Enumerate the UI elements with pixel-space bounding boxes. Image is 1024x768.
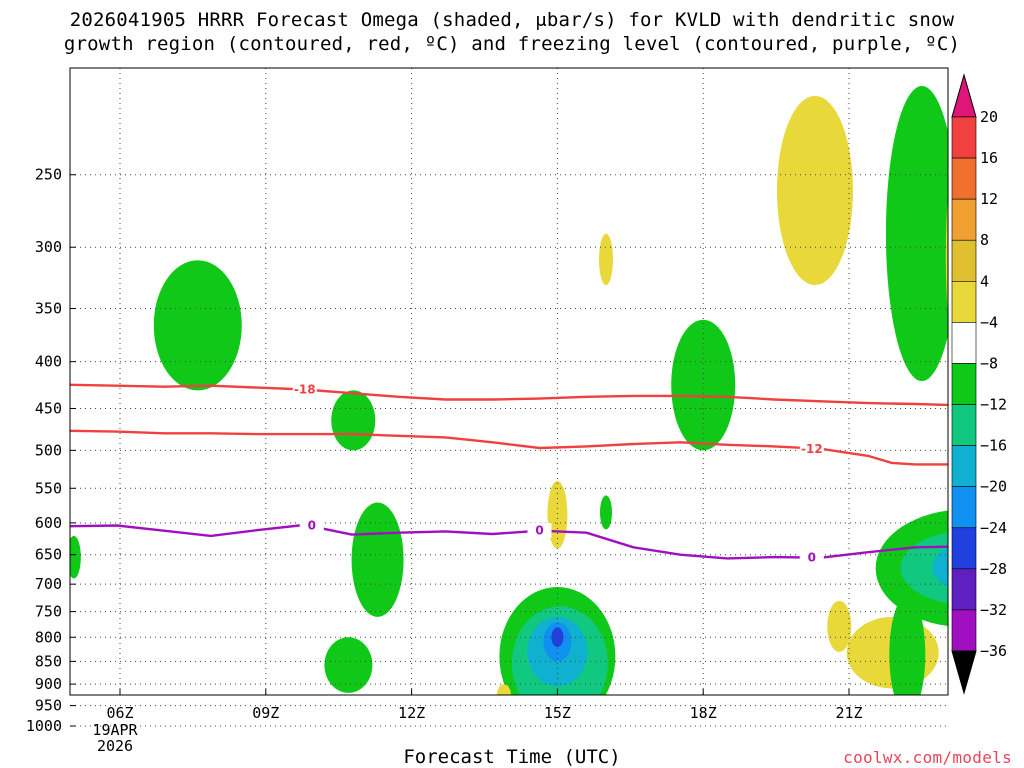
x-tick-label-12Z: 12Z — [398, 704, 425, 722]
omega-blob-14z-yellow — [496, 684, 511, 695]
y-tick-label-800: 800 — [35, 628, 62, 646]
omega-blob-18z — [671, 319, 736, 451]
y-tick-label-700: 700 — [35, 575, 62, 593]
colorbar-bin--32-to--36 — [951, 609, 977, 652]
colorbar-label--32: −32 — [980, 601, 1007, 619]
colorbar-bin--12-to--16 — [951, 404, 977, 446]
omega-blob-edge-yellow — [945, 193, 948, 318]
dgz-label--18: -18 — [294, 382, 316, 396]
colorbar-label--12: −12 — [980, 396, 1007, 414]
colorbar-bin-4-to--4 — [951, 281, 977, 323]
x-axis-label: Forecast Time (UTC) — [403, 746, 621, 768]
y-tick-label-250: 250 — [35, 166, 62, 184]
credit-link[interactable]: coolwx.com/models — [843, 748, 1012, 767]
x-tick-label-06Z: 06Z — [106, 704, 133, 722]
y-axis: 250 300 350 400 450 500 550 600 650 700 750 800 850 9… — [26, 166, 76, 735]
colorbar-bin-20-to-16 — [951, 116, 977, 159]
y-tick-label-300: 300 — [35, 238, 62, 256]
y-tick-label-550: 550 — [35, 479, 62, 497]
colorbar-top-triangle — [951, 73, 977, 118]
freezing-label-10z-bg — [299, 517, 324, 533]
omega-blob-07z — [70, 535, 81, 579]
colorbar-bin--16-to--20 — [951, 445, 977, 487]
colorbar-label--4: −4 — [980, 313, 998, 331]
colorbar-label--16: −16 — [980, 437, 1007, 455]
chart-title: 2026041905 HRRR Forecast Omega (shaded, … — [0, 8, 1024, 56]
x-tick-sublabel-0: 19APR — [92, 721, 138, 739]
omega-blob-16z-green — [600, 495, 612, 530]
omega-blob-12z-low — [324, 637, 373, 693]
freezing-label-10z: 0 — [308, 519, 316, 533]
colorbar-label--36: −36 — [980, 642, 1007, 660]
freezing-label-20z: 0 — [808, 551, 816, 565]
omega-blob-19z-upper — [776, 95, 853, 286]
plot-frame — [69, 67, 949, 696]
colorbar: 20 16 12 8 4 −4 −8 −12 −16 −20 −24 −28 −32 −36 — [951, 73, 1007, 695]
colorbar-bin--20-to--24 — [951, 486, 977, 529]
y-tick-label-650: 650 — [35, 546, 62, 564]
colorbar-bin--28-to--32 — [951, 568, 977, 611]
y-tick-label-600: 600 — [35, 514, 62, 532]
chart-title-line2: growth region (contoured, red, ºC) and f… — [63, 33, 961, 55]
colorbar-bin-8-to-4 — [951, 239, 977, 282]
contour-layer: -18 -12 0 0 0 — [70, 381, 948, 565]
dgz-label--12-bg — [799, 440, 824, 456]
colorbar-label--24: −24 — [980, 519, 1007, 537]
colorbar-bin-16-to-12 — [951, 157, 977, 200]
dgz-label--18-bg — [292, 381, 317, 397]
y-tick-label-350: 350 — [35, 300, 62, 318]
y-tick-label-500: 500 — [35, 441, 62, 459]
colorbar-label-8: 8 — [980, 231, 989, 249]
omega-blob-15z-core — [551, 627, 564, 648]
y-tick-label-400: 400 — [35, 353, 62, 371]
colorbar-bin--24-to--28 — [951, 527, 977, 570]
colorbar-bin-12-to-8 — [951, 198, 977, 241]
omega-blob-22z-upper — [885, 86, 948, 381]
colorbar-label-16: 16 — [980, 149, 998, 167]
y-tick-label-1000: 1000 — [26, 717, 62, 735]
freezing-label-15z: 0 — [535, 524, 543, 538]
omega-blob-16z-upper-yellow — [599, 233, 613, 286]
omega-shading-layer — [70, 86, 988, 705]
colorbar-label--8: −8 — [980, 354, 998, 372]
x-tick-sublabel-1: 2026 — [97, 737, 133, 755]
x-tick-label-09Z: 09Z — [252, 704, 279, 722]
y-tick-label-900: 900 — [35, 675, 62, 693]
y-tick-label-750: 750 — [35, 603, 62, 621]
colorbar-label--28: −28 — [980, 560, 1007, 578]
omega-blob-22z-teal — [900, 532, 948, 604]
colorbar-label-12: 12 — [980, 190, 998, 208]
x-tick-label-15Z: 15Z — [544, 704, 571, 722]
chart-title-line1: 2026041905 HRRR Forecast Omega (shaded, … — [69, 9, 955, 31]
dgz-contour--18 — [70, 383, 948, 407]
freezing-label-15z-bg — [527, 522, 552, 538]
colorbar-bin--4-to--8 — [951, 322, 977, 364]
colorbar-bottom-triangle — [951, 650, 977, 695]
dgz-label--12: -12 — [801, 442, 823, 456]
omega-blob-19z-low — [827, 600, 852, 652]
colorbar-label-20: 20 — [980, 108, 998, 126]
dgz-contour--12 — [70, 429, 948, 466]
colorbar-label--20: −20 — [980, 478, 1007, 496]
omega-blob-11z — [351, 502, 404, 617]
y-tick-label-850: 850 — [35, 652, 62, 670]
omega-blob-23z-col — [889, 595, 926, 695]
omega-blob-22z-cyan — [932, 546, 948, 588]
freezing-label-20z-bg — [799, 549, 824, 565]
colorbar-label-4: 4 — [980, 272, 989, 290]
x-tick-label-18Z: 18Z — [690, 704, 717, 722]
y-tick-label-950: 950 — [35, 697, 62, 715]
omega-blob-edge-low — [968, 675, 988, 705]
colorbar-bin--8-to--12 — [951, 363, 977, 405]
omega-blob-09z-upper — [153, 260, 242, 391]
omega-blob-12z-mid — [331, 390, 376, 451]
x-tick-label-21Z: 21Z — [835, 704, 862, 722]
y-tick-label-450: 450 — [35, 399, 62, 417]
